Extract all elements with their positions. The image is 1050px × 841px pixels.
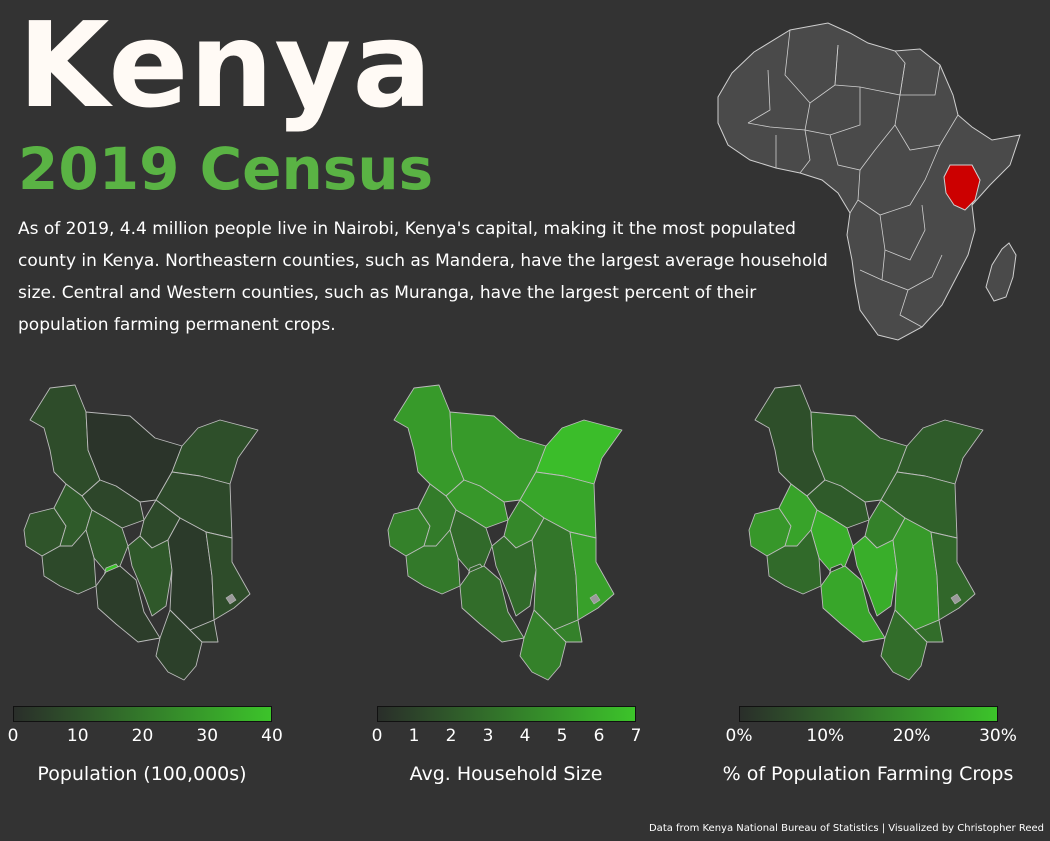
population-map (23, 384, 259, 681)
tick-label: 1 (408, 726, 420, 746)
county-region-coast-south (155, 609, 203, 681)
household-size-label: Avg. Household Size (409, 763, 603, 785)
county-region-south (459, 565, 525, 643)
coastal-island-shape (589, 593, 601, 605)
county-region-coast-south (519, 609, 567, 681)
madagascar-shape (985, 242, 1017, 302)
coastal-island-shape (950, 593, 962, 605)
coastal-island-shape (225, 593, 237, 605)
crop-farming-label: % of Population Farming Crops (722, 763, 1014, 785)
page-title: Kenya (18, 0, 433, 134)
crop-farming-map (748, 384, 984, 681)
description-text: As of 2019, 4.4 million people live in N… (18, 219, 828, 335)
county-regions (387, 384, 623, 681)
county-region-southwest (41, 529, 97, 595)
tick-label: 5 (556, 726, 568, 746)
africa-locator-map (717, 22, 1021, 341)
tick-label: 6 (593, 726, 605, 746)
kenya-highlight (943, 164, 981, 211)
county-region-south (820, 565, 886, 643)
tick-label: 4 (519, 726, 531, 746)
tick-label: 7 (630, 726, 642, 746)
tick-label: 0% (725, 726, 753, 746)
tick-label: 0 (371, 726, 383, 746)
population-label: Population (100,000s) (37, 763, 247, 785)
tick-label: 40 (261, 726, 283, 746)
crop-farming-colorbar (739, 706, 998, 722)
population-colorbar (13, 706, 272, 722)
county-regions (23, 384, 259, 681)
county-region-southwest (405, 529, 461, 595)
population-ticks: 0 10 20 30 40 (8, 726, 283, 748)
tick-label: 2 (445, 726, 457, 746)
county-region-coast-south (553, 619, 583, 643)
tick-label: 30 (196, 726, 219, 746)
page-subtitle: 2019 Census (18, 135, 434, 203)
county-region-southwest (766, 529, 822, 595)
tick-label: 20 (131, 726, 154, 746)
county-region-south (95, 565, 161, 643)
household-size-map (387, 384, 623, 681)
household-size-ticks: 0 1 2 3 4 5 6 7 (372, 726, 642, 748)
county-region-central-belt (491, 535, 537, 617)
household-size-colorbar (377, 706, 636, 722)
tick-label: 0 (7, 726, 19, 746)
county-region-central-belt (852, 535, 898, 617)
credit-text: Data from Kenya National Bureau of Stati… (648, 823, 1044, 834)
tick-label: 10% (806, 726, 845, 746)
tick-label: 20% (892, 726, 931, 746)
tick-label: 3 (482, 726, 494, 746)
county-region-coast-south (880, 609, 928, 681)
africa-continent-shape (717, 22, 1021, 341)
county-region-coast-south (914, 619, 944, 643)
crop-farming-ticks: 0% 10% 20% 30% (726, 726, 1017, 748)
tick-label: 10 (66, 726, 89, 746)
county-region-coast-south (189, 619, 219, 643)
county-regions (748, 384, 984, 681)
country-borders (747, 29, 981, 328)
county-region-central-belt (127, 535, 173, 617)
county-region-coast-north (569, 531, 615, 621)
county-region-coast-north (205, 531, 251, 621)
tick-label: 30% (979, 726, 1017, 746)
county-region-coast-north (930, 531, 976, 621)
